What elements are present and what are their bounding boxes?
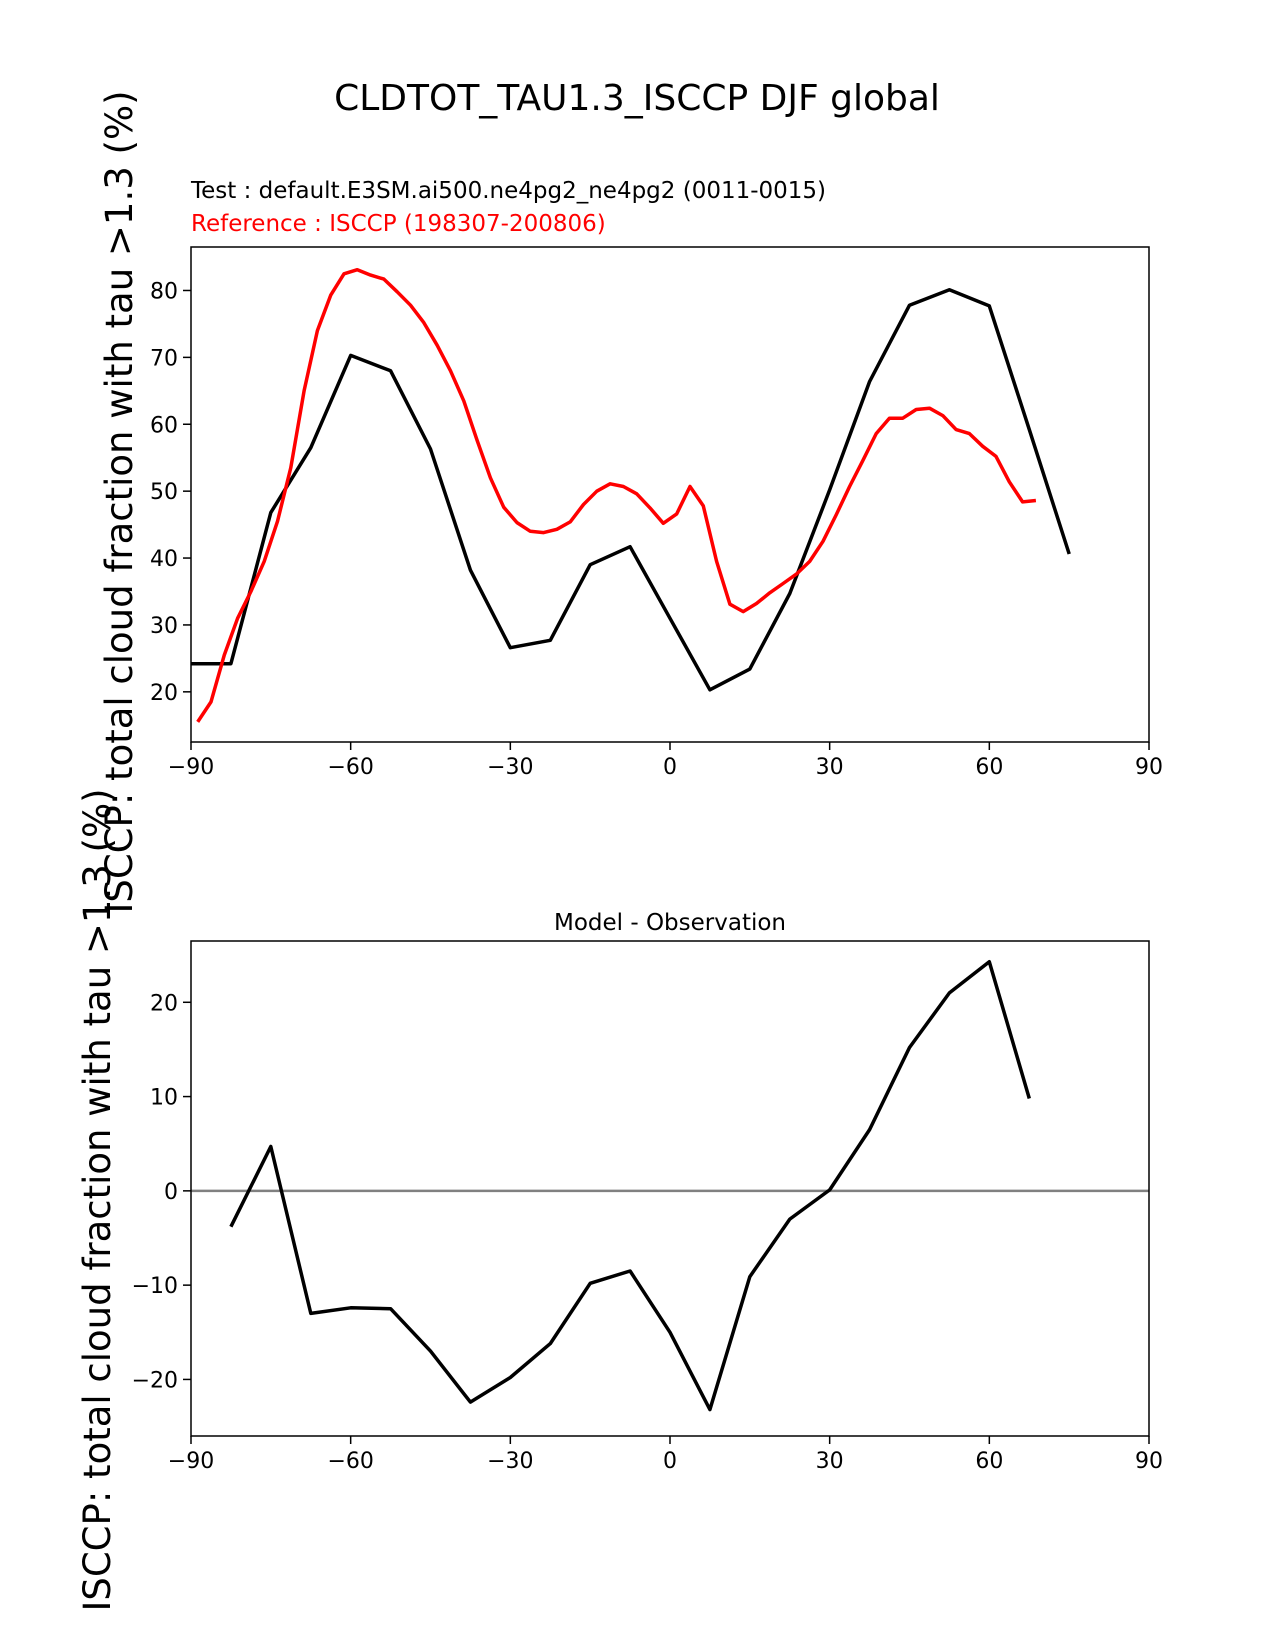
- bottom-xtick-label: 90: [1135, 1449, 1163, 1474]
- bottom-xtick-label: 30: [816, 1449, 844, 1474]
- top-series-test: [191, 288, 1071, 692]
- top-ylabel: ISCCP: total cloud fraction with tau >1.…: [98, 90, 141, 913]
- top-ytick-label: 60: [150, 413, 178, 438]
- bottom-ytick-label: −10: [132, 1274, 178, 1299]
- bottom-panel: Model - Observation −90 −60 −30 0 30 60 90 −20 −1…: [132, 910, 1163, 1474]
- top-series-reference: [196, 267, 1037, 723]
- test-label: Test : default.E3SM.ai500.ne4pg2_ne4pg2 …: [190, 178, 826, 204]
- bottom-ytick-label: −20: [132, 1368, 178, 1393]
- top-ytick-label: 40: [150, 547, 178, 572]
- top-xtick-label: −90: [168, 755, 214, 780]
- reference-label: Reference : ISCCP (198307-200806): [191, 211, 606, 237]
- top-xtick-label: −30: [487, 755, 533, 780]
- bottom-axes-frame: [190, 940, 1150, 1437]
- top-xtick-label: 90: [1135, 755, 1163, 780]
- top-axes-frame: [190, 246, 1150, 743]
- bottom-panel-title: Model - Observation: [554, 910, 786, 936]
- top-xtick-label: 0: [663, 755, 677, 780]
- top-ytick-label: 70: [150, 346, 178, 371]
- suptitle: CLDTOT_TAU1.3_ISCCP DJF global: [334, 78, 940, 119]
- top-ytick-label: 80: [150, 279, 178, 304]
- top-panel: −90 −60 −30 0 30 60 90 20 30 40 50 60 70 80: [150, 246, 1163, 780]
- bottom-xtick-label: −60: [327, 1449, 373, 1474]
- bottom-ytick-label: 20: [150, 991, 178, 1016]
- bottom-ylabel: ISCCP: total cloud fraction with tau >1.…: [76, 788, 119, 1611]
- bottom-ytick-label: 10: [150, 1086, 178, 1111]
- top-xtick-label: 60: [975, 755, 1003, 780]
- top-xtick-label: 30: [816, 755, 844, 780]
- bottom-xtick-label: 60: [975, 1449, 1003, 1474]
- bottom-xtick-label: −90: [168, 1449, 214, 1474]
- bottom-ytick-label: 0: [164, 1180, 178, 1205]
- top-ytick-label: 50: [150, 480, 178, 505]
- top-ytick-label: 30: [150, 614, 178, 639]
- bottom-xtick-label: −30: [487, 1449, 533, 1474]
- top-xtick-label: −60: [327, 755, 373, 780]
- top-ytick-label: 20: [150, 681, 178, 706]
- bottom-xtick-label: 0: [663, 1449, 677, 1474]
- bottom-series-model-observation: [229, 959, 1031, 1412]
